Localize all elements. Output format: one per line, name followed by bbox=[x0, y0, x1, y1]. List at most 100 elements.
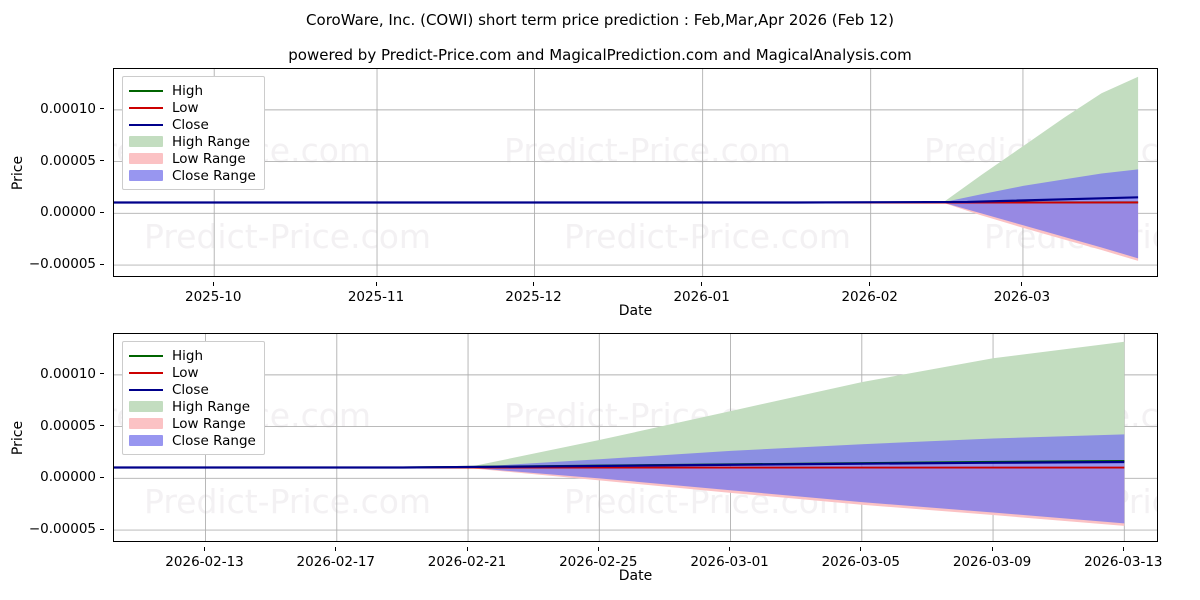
chart-top-x-axis-label: Date bbox=[618, 303, 653, 319]
y-tick-mark bbox=[100, 476, 104, 478]
legend-label: High Range bbox=[172, 133, 251, 150]
x-tick-label: 2026-02-25 bbox=[559, 554, 638, 570]
gridlines bbox=[114, 69, 1157, 276]
x-tick-mark bbox=[860, 547, 862, 551]
x-tick-mark bbox=[1021, 282, 1023, 286]
x-tick-label: 2025-12 bbox=[505, 289, 562, 305]
x-tick-label: 2026-01 bbox=[673, 289, 730, 305]
legend-swatch-low-range-icon bbox=[129, 418, 163, 429]
chart-bottom-plot-area: Predict-Price.com Predict-Price.com Predic… bbox=[113, 333, 1158, 542]
legend-label: Low bbox=[172, 99, 199, 116]
legend-swatch-low-range-icon bbox=[129, 153, 163, 164]
legend-swatch-close-range-icon bbox=[129, 435, 163, 446]
x-tick-label: 2025-10 bbox=[185, 289, 242, 305]
x-tick-mark bbox=[375, 282, 377, 286]
x-tick-mark bbox=[533, 282, 534, 286]
legend-swatch-low-icon bbox=[129, 371, 163, 374]
x-tick-label: 2026-03-13 bbox=[1084, 554, 1163, 570]
chart-top-y-axis-label: Price bbox=[10, 155, 26, 191]
series-line-close bbox=[114, 196, 1139, 204]
y-tick-label: 0.00005 bbox=[40, 152, 96, 169]
x-tick-label: 2026-03 bbox=[993, 289, 1051, 305]
y-tick-mark bbox=[100, 211, 104, 213]
y-tick-mark bbox=[100, 425, 104, 427]
y-tick-label: 0.00010 bbox=[40, 100, 96, 117]
x-tick-mark bbox=[1122, 547, 1124, 551]
y-tick-mark bbox=[100, 373, 104, 375]
x-tick-label: 2025-11 bbox=[347, 289, 405, 305]
x-tick-mark bbox=[335, 547, 337, 551]
x-tick-mark bbox=[701, 282, 703, 286]
legend-swatch-high-range-icon bbox=[129, 401, 163, 412]
legend-item-close-range[interactable]: Close Range bbox=[129, 167, 256, 184]
legend-item-close-range[interactable]: Close Range bbox=[129, 432, 256, 449]
chart-bottom-x-axis-label: Date bbox=[618, 568, 653, 584]
legend-item-low-range[interactable]: Low Range bbox=[129, 150, 256, 167]
chart-top-legend: High Low Close High Range Low Range Close Ran… bbox=[122, 76, 265, 190]
x-tick-mark bbox=[466, 547, 468, 551]
legend-swatch-high-icon bbox=[129, 354, 163, 357]
x-tick-label: 2026-03-05 bbox=[821, 554, 901, 570]
chart-top-x-axis: 2025-10 2025-11 2025-12 2026-01 2026-02 2026-… bbox=[0, 282, 1200, 305]
y-tick-label: −0.00005 bbox=[28, 521, 96, 538]
x-tick-mark bbox=[991, 547, 993, 551]
chart-bottom-y-axis-label: Price bbox=[10, 420, 26, 456]
legend-item-close[interactable]: Close bbox=[129, 116, 256, 133]
legend-item-low[interactable]: Low bbox=[129, 364, 256, 381]
legend-swatch-high-icon bbox=[129, 89, 163, 92]
x-tick-label: 2026-02-17 bbox=[296, 554, 376, 570]
legend-swatch-close-range-icon bbox=[129, 170, 163, 181]
legend-label: Close bbox=[172, 381, 209, 398]
legend-label: High bbox=[172, 82, 204, 99]
chart-bottom-y-axis: 0.00010 0.00005 0.00000 −0.00005 bbox=[0, 333, 104, 542]
legend-swatch-close-icon bbox=[129, 123, 163, 126]
x-tick-mark bbox=[212, 282, 214, 286]
x-tick-label: 2026-02-21 bbox=[427, 554, 507, 570]
legend-label: High bbox=[172, 347, 204, 364]
legend-swatch-low-icon bbox=[129, 106, 163, 109]
chart-top-plot-area: Predict-Price.com Predict-Price.com Predic… bbox=[113, 68, 1158, 277]
legend-label: High Range bbox=[172, 398, 251, 415]
legend-label: Close Range bbox=[172, 167, 256, 184]
y-tick-mark bbox=[100, 528, 104, 530]
chart-bottom-legend: High Low Close High Range Low Range Close Ran… bbox=[122, 341, 265, 455]
x-tick-mark bbox=[597, 547, 599, 551]
y-tick-label: 0.00005 bbox=[40, 417, 96, 434]
legend-label: Low bbox=[172, 364, 199, 381]
series-line-close bbox=[114, 460, 1125, 469]
y-tick-mark bbox=[100, 263, 104, 265]
band-high-range bbox=[468, 341, 1125, 468]
legend-swatch-high-range-icon bbox=[129, 136, 163, 147]
legend-swatch-close-icon bbox=[129, 388, 163, 391]
y-tick-label: 0.00000 bbox=[40, 469, 96, 486]
chart-top-canvas bbox=[114, 69, 1157, 276]
band-close-range bbox=[943, 169, 1139, 259]
legend-label: Low Range bbox=[172, 150, 246, 167]
legend-item-high-range[interactable]: High Range bbox=[129, 398, 256, 415]
chart-top-y-axis: 0.00010 0.00005 0.00000 −0.00005 bbox=[0, 68, 104, 277]
legend-item-high[interactable]: High bbox=[129, 82, 256, 99]
x-tick-label: 2026-02-13 bbox=[165, 554, 244, 570]
x-tick-label: 2026-03-01 bbox=[690, 554, 769, 570]
legend-item-low-range[interactable]: Low Range bbox=[129, 415, 256, 432]
legend-label: Low Range bbox=[172, 415, 246, 432]
x-tick-label: 2026-02 bbox=[841, 289, 898, 305]
legend-item-low[interactable]: Low bbox=[129, 99, 256, 116]
page-subtitle: powered by Predict-Price.com and Magical… bbox=[288, 46, 912, 64]
y-tick-label: 0.00000 bbox=[40, 204, 96, 221]
legend-label: Close bbox=[172, 116, 209, 133]
x-tick-label: 2026-03-09 bbox=[952, 554, 1032, 570]
y-tick-mark bbox=[100, 160, 104, 162]
legend-item-high-range[interactable]: High Range bbox=[129, 133, 256, 150]
band-close-range bbox=[468, 434, 1125, 524]
legend-item-high[interactable]: High bbox=[129, 347, 256, 364]
legend-item-close[interactable]: Close bbox=[129, 381, 256, 398]
y-tick-label: −0.00005 bbox=[28, 256, 96, 273]
x-tick-mark bbox=[729, 547, 731, 551]
x-tick-mark bbox=[204, 547, 206, 551]
y-tick-label: 0.00010 bbox=[40, 365, 96, 382]
legend-label: Close Range bbox=[172, 432, 256, 449]
page-title: CoroWare, Inc. (COWI) short term price p… bbox=[306, 11, 894, 29]
y-tick-mark bbox=[100, 108, 104, 110]
